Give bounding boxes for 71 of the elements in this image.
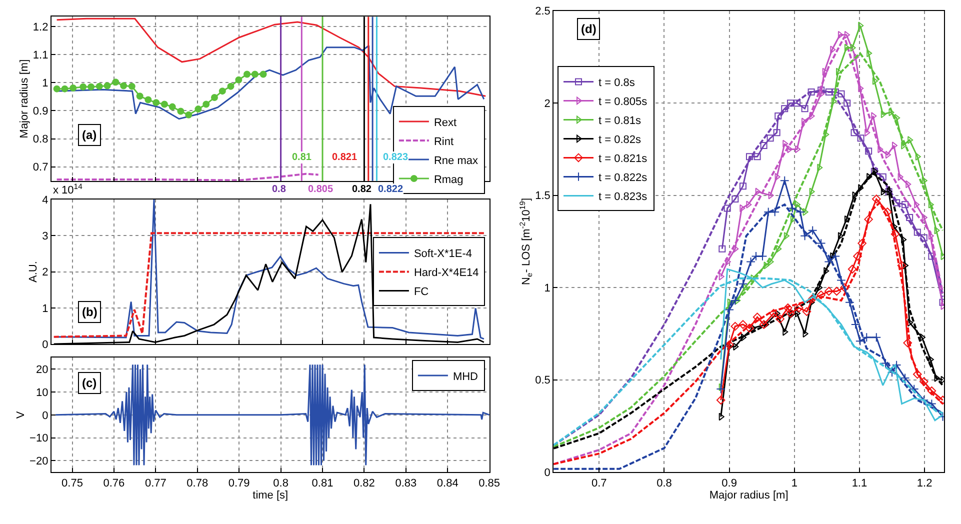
y-tick-label: 2 [544,98,550,110]
x-axis-title: time [s] [252,489,288,502]
y-axis-title: Major radius [m] [18,59,31,138]
x-tick-label: 0.75 [62,477,83,490]
x-tick-label: 0.84 [436,477,458,490]
annotation: (a) [82,128,97,142]
x-tick-label: 1 [791,477,798,490]
annotation: (d) [581,22,596,36]
annotation: (b) [82,305,98,319]
x-tick-label: 0.8 [273,477,288,490]
x-tick-label: 0.76 [103,477,125,490]
legend-label: Rext [434,116,457,129]
ref-line-label: 0.82 [352,184,372,195]
x-tick-label: 0.78 [186,477,208,490]
x-tick-label: 1.1 [852,477,868,490]
y-tick-label: 0 [544,466,550,479]
legend-label: t = 0.82s [598,134,642,146]
x-tick-label: 0.82 [354,477,375,490]
y-tick-label: 2.5 [535,6,550,18]
y-tick-label: 20 [36,364,48,376]
legend-label: t = 0.822s [598,172,648,184]
y-axis-title: V [15,410,28,419]
y-tick-label: 0.8 [32,134,48,146]
legend-label: Soft-X*1E-4 [414,248,472,260]
legend-label: t = 0.81s [598,114,642,127]
y-tick-label: 4 [42,194,48,206]
ref-line-label: 0.823 [383,152,408,163]
y-tick-label: 1.1 [32,49,48,62]
legend-label: t = 0.823s [598,190,648,203]
y-tick-label: 1 [42,78,48,90]
legend-label: Rint [434,136,454,148]
legend-label: t = 0.805s [598,96,648,108]
y-tick-label: 2 [42,266,48,279]
legend-label: FC [414,286,429,298]
x-tick-label: 0.77 [144,477,166,490]
x-tick-label: 0.79 [228,477,250,490]
y-tick-label: 3 [42,230,48,242]
x-tick-label: 1.2 [916,477,932,490]
ref-line-label: 0.805 [308,184,334,195]
x-tick-label: 0.7 [592,477,607,490]
y-tick-label: 1.2 [32,21,48,34]
y-tick-label: 1.5 [535,190,550,202]
legend-label: t = 0.8s [598,76,636,89]
text: x 10$^{14}$ [53,182,84,197]
ref-line-label: 0.821 [332,152,358,163]
x-axis-title: Major radius [m] [709,489,788,502]
legend-label: MHD [452,370,478,383]
y-tick-label: 0 [42,410,48,422]
legend-label: Hard-X*4E14 [414,267,479,280]
y-tick-label: 0.5 [535,374,550,387]
legend-label: Rne max [434,154,478,167]
legend-label: Rmag [434,174,464,186]
y-tick-label: −10 [30,432,48,445]
x-tick-label: 0.85 [478,477,500,490]
legend-label: t = 0.821s [598,152,648,165]
y-tick-label: 10 [36,386,48,399]
x-tick-label: 0.8 [656,477,672,490]
annotation: (c) [82,376,97,390]
ref-line-label: 0.81 [292,152,312,163]
ref-line-label: 0.822 [378,184,404,195]
ref-line-label: 0.8 [272,184,286,195]
y-tick-label: 0.7 [32,162,48,174]
y-tick-label: 1 [42,302,48,315]
y-tick-label: 1 [544,282,550,294]
y-axis-title: A.U. [28,261,40,282]
y-tick-label: 0 [42,338,48,351]
x-tick-label: 0.83 [395,477,417,490]
y-tick-label: 0.9 [32,106,48,118]
x-tick-label: 0.9 [722,477,737,490]
y-tick-label: −20 [30,455,48,468]
x-tick-label: 0.81 [312,477,334,490]
